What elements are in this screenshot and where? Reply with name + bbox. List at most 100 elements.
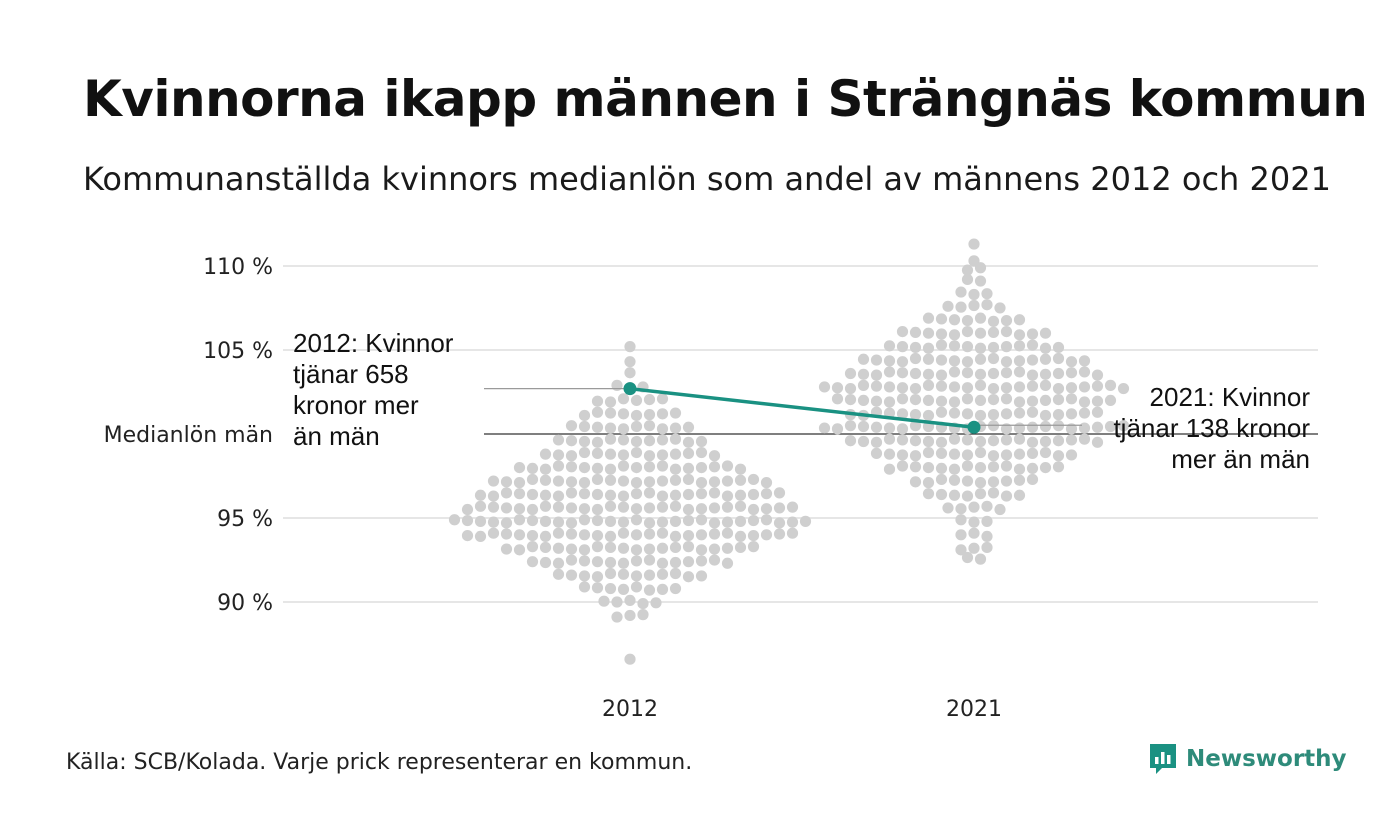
municipality-dot: [669, 530, 682, 543]
municipality-dot: [682, 462, 695, 474]
municipality-dot: [955, 514, 967, 526]
municipality-dot: [708, 487, 721, 499]
municipality-dot: [604, 448, 617, 460]
municipality-dot: [1091, 395, 1104, 407]
municipality-dot: [721, 516, 734, 528]
municipality-dot: [617, 434, 630, 446]
annotation-2021-line: 2021: Kvinnor: [1150, 382, 1311, 412]
municipality-dot: [630, 446, 643, 459]
municipality-dot: [1026, 369, 1039, 381]
municipality-dot: [617, 568, 630, 580]
municipality-dot: [565, 569, 578, 581]
municipality-dot: [760, 529, 773, 541]
municipality-dot: [591, 582, 604, 594]
municipality-dot: [773, 487, 786, 499]
municipality-dot: [955, 301, 967, 313]
municipality-dot: [961, 460, 974, 472]
municipality-dot: [1091, 369, 1104, 381]
municipality-dot: [1065, 367, 1078, 379]
municipality-dot: [734, 463, 747, 475]
municipality-dot: [1078, 366, 1091, 378]
municipality-dot: [1052, 367, 1065, 380]
municipality-dot: [987, 487, 1000, 499]
municipality-dot: [682, 530, 695, 542]
municipality-dot: [643, 435, 656, 447]
municipality-dot: [604, 567, 617, 580]
municipality-dot: [604, 422, 617, 434]
municipality-dot: [922, 462, 935, 474]
municipality-dot: [643, 394, 656, 406]
y-tick-label: 110 %: [203, 255, 273, 280]
municipality-dot: [883, 433, 896, 445]
municipality-dot: [1091, 421, 1104, 433]
municipality-dot: [922, 488, 935, 500]
municipality-dot: [526, 473, 539, 486]
municipality-dot: [987, 352, 1000, 365]
municipality-dot: [974, 379, 987, 391]
municipality-dot: [656, 408, 669, 420]
municipality-dot: [695, 446, 708, 459]
municipality-dot: [1026, 354, 1039, 366]
municipality-dot: [935, 395, 948, 407]
municipality-dot: [1039, 394, 1052, 406]
municipality-dot: [630, 570, 643, 582]
municipality-dot: [565, 502, 578, 514]
municipality-dot: [955, 503, 967, 515]
grid-layer: [283, 265, 1318, 603]
annotation-2012-line: kronor mer: [293, 390, 419, 420]
municipality-dot: [604, 433, 617, 445]
municipality-dot: [1039, 368, 1052, 380]
municipality-dot: [695, 529, 708, 541]
municipality-dot: [1117, 420, 1130, 432]
municipality-dot: [935, 369, 948, 381]
municipality-dot: [656, 501, 669, 513]
municipality-dot: [1000, 408, 1013, 420]
municipality-dot: [578, 409, 591, 422]
municipality-dot: [539, 474, 552, 486]
municipality-dot: [786, 501, 799, 513]
municipality-dot: [539, 530, 552, 543]
municipality-dot: [883, 340, 896, 352]
municipality-dot: [669, 422, 682, 434]
municipality-dot: [961, 382, 974, 394]
municipality-dot: [1065, 423, 1078, 435]
municipality-dot: [1000, 449, 1013, 461]
municipality-dot: [987, 476, 1000, 488]
municipality-dot: [948, 355, 961, 367]
municipality-dot: [1052, 382, 1065, 395]
municipality-dot: [909, 461, 922, 473]
municipality-dot: [552, 490, 565, 502]
municipality-dot: [734, 541, 747, 554]
municipality-dot: [942, 300, 954, 312]
municipality-dot: [1013, 407, 1026, 419]
municipality-dot: [870, 354, 883, 366]
municipality-dot: [1000, 367, 1013, 379]
municipality-dot: [734, 489, 747, 501]
municipality-dot: [961, 314, 974, 327]
municipality-dot: [935, 313, 948, 325]
municipality-dot: [611, 379, 623, 391]
municipality-dot: [896, 423, 909, 435]
municipality-dot: [987, 382, 1000, 395]
municipality-dot: [974, 368, 987, 380]
municipality-dot: [948, 463, 961, 475]
municipality-dot: [624, 367, 636, 379]
municipality-dot: [721, 557, 734, 569]
municipality-dot: [1091, 406, 1104, 418]
municipality-dot: [721, 501, 734, 513]
municipality-dot: [643, 543, 656, 555]
municipality-dot: [656, 460, 669, 472]
municipality-dot: [578, 529, 591, 541]
municipality-dot: [734, 500, 747, 512]
municipality-dot: [500, 487, 513, 499]
municipality-dot: [669, 474, 682, 486]
municipality-dot: [578, 581, 591, 593]
municipality-dot: [591, 530, 604, 542]
municipality-dot: [643, 554, 656, 566]
municipality-dot: [935, 436, 948, 448]
municipality-dot: [922, 394, 935, 406]
municipality-dot: [844, 367, 857, 380]
y-tick-label: Medianlön män: [104, 423, 273, 448]
municipality-dot: [721, 542, 734, 554]
municipality-dot: [922, 435, 935, 448]
